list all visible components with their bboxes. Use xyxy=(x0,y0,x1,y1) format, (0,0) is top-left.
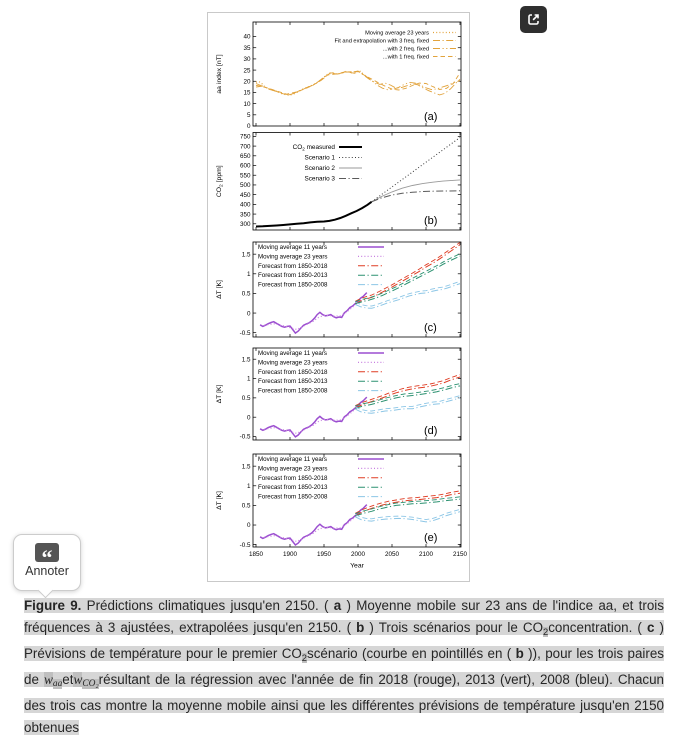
svg-text:Forecast from 1850-2013: Forecast from 1850-2013 xyxy=(258,378,328,385)
svg-text:0: 0 xyxy=(247,123,251,130)
quote-icon: “ xyxy=(35,543,59,562)
svg-text:...with 1 freq. fixed: ...with 1 freq. fixed xyxy=(383,55,429,61)
svg-text:500: 500 xyxy=(240,182,251,189)
svg-text:Forecast from 1850-2008: Forecast from 1850-2008 xyxy=(258,494,328,501)
svg-text:Fit and extrapolation with 3 f: Fit and extrapolation with 3 freq. fixed xyxy=(334,39,429,45)
svg-text:Scenario 2: Scenario 2 xyxy=(304,165,335,172)
svg-text:30: 30 xyxy=(243,56,251,63)
external-link-icon xyxy=(528,14,539,25)
svg-text:2100: 2100 xyxy=(419,551,434,558)
svg-text:(b): (b) xyxy=(424,215,437,227)
svg-text:1: 1 xyxy=(247,376,251,383)
svg-text:-0.5: -0.5 xyxy=(240,434,251,441)
svg-text:Forecast from 1850-2008: Forecast from 1850-2008 xyxy=(258,282,328,289)
svg-text:1900: 1900 xyxy=(283,551,298,558)
annotate-tooltip[interactable]: “ Annoter xyxy=(13,534,81,599)
svg-text:0: 0 xyxy=(247,522,251,529)
svg-text:-0.5: -0.5 xyxy=(240,330,251,337)
svg-text:ΔT [K]: ΔT [K] xyxy=(216,491,223,510)
svg-text:...with 2 freq. fixed: ...with 2 freq. fixed xyxy=(383,47,429,53)
svg-text:350: 350 xyxy=(240,211,251,218)
svg-text:Forecast from 1850-2018: Forecast from 1850-2018 xyxy=(258,475,328,482)
svg-text:Forecast from 1850-2018: Forecast from 1850-2018 xyxy=(258,263,328,270)
svg-text:Moving average 11 years: Moving average 11 years xyxy=(258,456,327,463)
svg-text:300: 300 xyxy=(240,221,251,228)
svg-text:Scenario 3: Scenario 3 xyxy=(304,176,335,183)
svg-text:(c): (c) xyxy=(424,322,437,334)
svg-text:1: 1 xyxy=(247,271,251,278)
svg-text:1.5: 1.5 xyxy=(242,251,251,258)
svg-text:Moving average 23 years: Moving average 23 years xyxy=(258,253,327,260)
svg-text:5: 5 xyxy=(247,112,251,119)
svg-text:CO2 measured: CO2 measured xyxy=(293,144,336,152)
svg-text:40: 40 xyxy=(243,34,251,41)
svg-text:Forecast from 1850-2008: Forecast from 1850-2008 xyxy=(258,388,328,395)
annotate-label: Annoter xyxy=(25,564,69,578)
svg-text:1.5: 1.5 xyxy=(242,463,251,470)
svg-text:CO2 [ppm]: CO2 [ppm] xyxy=(216,165,225,197)
svg-text:Forecast from 1850-2013: Forecast from 1850-2013 xyxy=(258,484,328,491)
svg-text:Forecast from 1850-2018: Forecast from 1850-2018 xyxy=(258,369,328,376)
svg-text:550: 550 xyxy=(240,172,251,179)
svg-text:-0.5: -0.5 xyxy=(240,542,251,549)
figure-9-container: 0 5 10 15 20 25 30 35 40 aa index [nT] Moving aver… xyxy=(207,12,470,582)
svg-text:ΔT [K]: ΔT [K] xyxy=(216,385,223,404)
svg-text:600: 600 xyxy=(240,163,251,170)
svg-text:10: 10 xyxy=(243,101,251,108)
svg-text:35: 35 xyxy=(243,45,251,52)
quote-glyph: “ xyxy=(41,545,53,562)
svg-text:(d): (d) xyxy=(424,425,437,437)
svg-text:0.5: 0.5 xyxy=(242,503,251,510)
svg-text:Year: Year xyxy=(350,563,364,570)
svg-text:1.5: 1.5 xyxy=(242,356,251,363)
svg-text:Moving average 23 years: Moving average 23 years xyxy=(258,359,327,366)
svg-text:Scenario 1: Scenario 1 xyxy=(304,155,335,162)
svg-text:Moving average 23 years: Moving average 23 years xyxy=(258,465,327,472)
svg-text:25: 25 xyxy=(243,67,251,74)
svg-text:15: 15 xyxy=(243,90,251,97)
figure-caption-text: Figure 9. Prédictions climatiques jusqu'… xyxy=(24,598,665,736)
figure-caption: Figure 9. Prédictions climatiques jusqu'… xyxy=(24,595,665,739)
svg-text:(e): (e) xyxy=(424,532,437,544)
svg-text:0.5: 0.5 xyxy=(242,395,251,402)
svg-text:1: 1 xyxy=(247,483,251,490)
svg-text:2000: 2000 xyxy=(351,551,366,558)
svg-text:0.5: 0.5 xyxy=(242,291,251,298)
svg-text:2050: 2050 xyxy=(385,551,400,558)
svg-text:Forecast from 1850-2013: Forecast from 1850-2013 xyxy=(258,272,328,279)
svg-text:(a): (a) xyxy=(424,111,437,123)
svg-text:aa index [nT]: aa index [nT] xyxy=(216,54,223,93)
svg-text:650: 650 xyxy=(240,153,251,160)
svg-text:ΔT [K]: ΔT [K] xyxy=(216,280,223,299)
expand-button[interactable] xyxy=(520,6,547,33)
svg-text:0: 0 xyxy=(247,310,251,317)
svg-text:750: 750 xyxy=(240,134,251,141)
svg-text:0: 0 xyxy=(247,414,251,421)
svg-text:450: 450 xyxy=(240,192,251,199)
svg-text:1950: 1950 xyxy=(317,551,332,558)
svg-text:400: 400 xyxy=(240,202,251,209)
svg-text:Moving average 11 years: Moving average 11 years xyxy=(258,350,327,357)
svg-text:700: 700 xyxy=(240,143,251,150)
svg-text:Moving average 11 years: Moving average 11 years xyxy=(258,244,327,251)
svg-text:2150: 2150 xyxy=(453,551,468,558)
svg-text:1850: 1850 xyxy=(249,551,264,558)
svg-text:20: 20 xyxy=(243,78,251,85)
svg-text:Moving average 23 years: Moving average 23 years xyxy=(365,31,429,37)
